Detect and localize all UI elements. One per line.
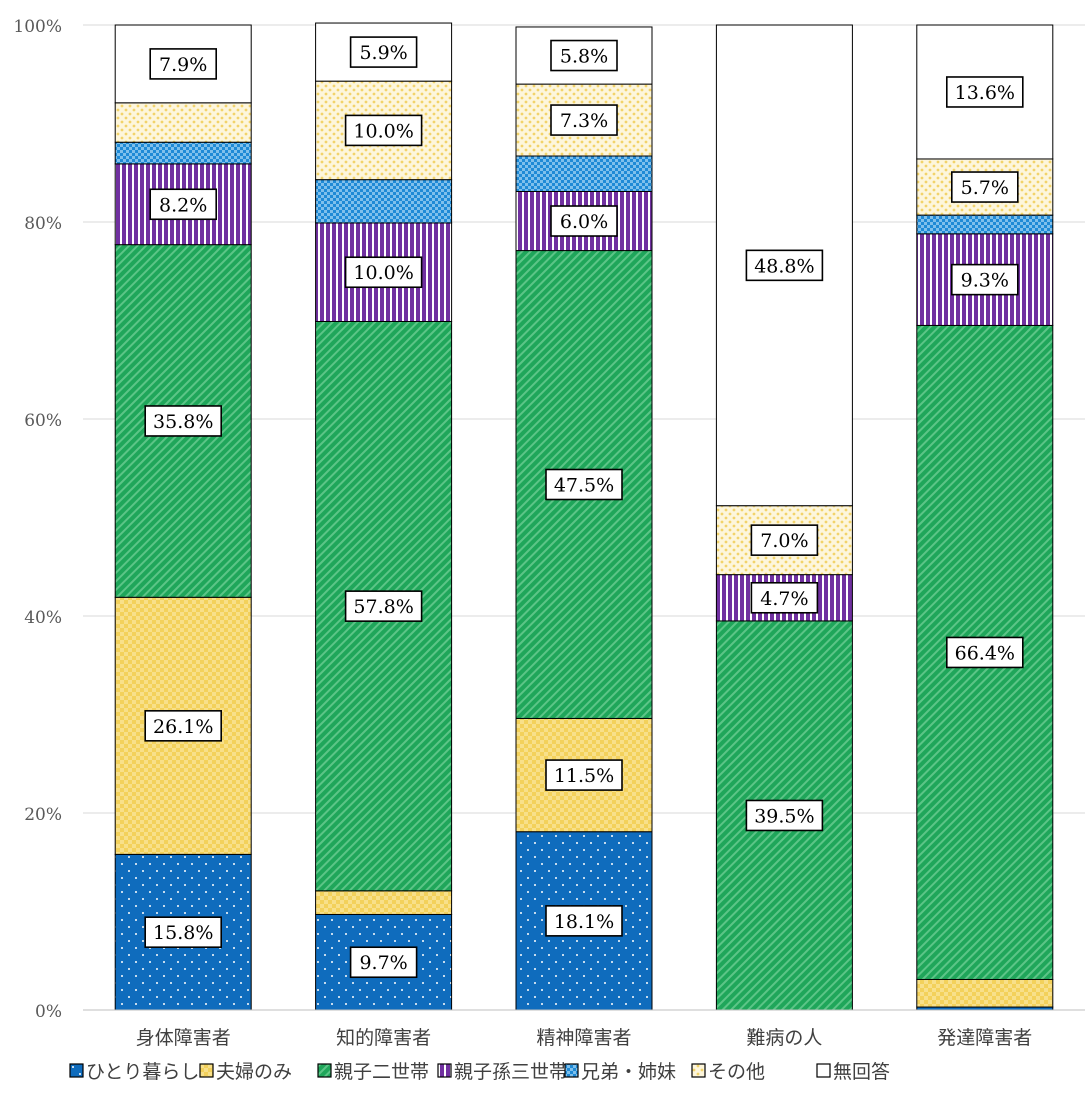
data-label-box bbox=[945, 636, 1024, 669]
x-tick-label: 難病の人 bbox=[746, 1027, 822, 1049]
data-label-box bbox=[950, 263, 1019, 296]
legend-label: ひとり暮らし bbox=[86, 1061, 199, 1083]
data-label: 8.2% bbox=[159, 194, 207, 216]
legend-label: その他 bbox=[708, 1061, 765, 1083]
data-label: 26.1% bbox=[153, 716, 213, 738]
data-label-box bbox=[550, 205, 618, 237]
x-tick-label: 知的障害者 bbox=[336, 1027, 431, 1049]
data-label: 7.0% bbox=[760, 530, 808, 552]
data-label: 7.3% bbox=[560, 110, 608, 132]
legend-swatch bbox=[437, 1063, 452, 1078]
data-label: 47.5% bbox=[554, 475, 614, 497]
legend-swatch bbox=[564, 1063, 579, 1078]
data-label: 66.4% bbox=[955, 642, 1015, 664]
data-label-box bbox=[149, 48, 217, 80]
data-label-box bbox=[349, 946, 418, 979]
data-label-box bbox=[344, 256, 423, 289]
legend-swatch bbox=[199, 1063, 214, 1078]
data-label-box bbox=[545, 468, 623, 501]
data-label: 35.8% bbox=[153, 411, 213, 433]
data-label-box bbox=[545, 905, 623, 937]
data-label: 5.7% bbox=[961, 177, 1009, 199]
data-label-box bbox=[750, 581, 819, 614]
bar-segment bbox=[114, 141, 252, 165]
legend-label: 兄弟・姉妹 bbox=[581, 1061, 676, 1083]
data-label-box bbox=[745, 249, 824, 282]
data-label-box bbox=[945, 76, 1024, 108]
data-label-box bbox=[349, 36, 418, 68]
data-label: 39.5% bbox=[754, 805, 814, 827]
legend-label: 夫婦のみ bbox=[216, 1061, 292, 1083]
data-label-box bbox=[344, 114, 423, 147]
data-label-box bbox=[550, 104, 618, 136]
x-tick-label: 身体障害者 bbox=[136, 1027, 231, 1049]
data-label-box bbox=[745, 799, 824, 832]
legend-label: 親子二世帯 bbox=[334, 1061, 429, 1083]
data-label: 9.7% bbox=[359, 952, 407, 974]
data-label: 11.5% bbox=[554, 765, 614, 787]
data-label-box bbox=[144, 405, 222, 437]
legend-swatch bbox=[691, 1063, 706, 1078]
data-label-box bbox=[550, 39, 618, 72]
data-label: 5.8% bbox=[560, 46, 608, 68]
x-tick-label: 発達障害者 bbox=[937, 1027, 1032, 1049]
data-label: 9.3% bbox=[961, 270, 1009, 292]
data-label: 13.6% bbox=[955, 82, 1015, 104]
data-label-box bbox=[149, 188, 217, 221]
data-label: 48.8% bbox=[754, 255, 814, 277]
data-label: 6.0% bbox=[560, 211, 608, 233]
y-tick-label: 40% bbox=[24, 608, 62, 628]
legend-swatch bbox=[816, 1063, 831, 1078]
data-label-box bbox=[344, 590, 423, 622]
data-label: 4.7% bbox=[760, 588, 808, 610]
data-label: 7.9% bbox=[159, 54, 207, 76]
legend-label: 親子孫三世帯 bbox=[454, 1061, 568, 1083]
y-tick-label: 100% bbox=[13, 17, 62, 37]
data-label-box bbox=[144, 710, 222, 742]
y-tick-label: 80% bbox=[24, 214, 62, 234]
legend-label: 無回答 bbox=[833, 1061, 890, 1083]
bar-segment bbox=[315, 179, 453, 224]
bar-segment bbox=[114, 102, 252, 143]
data-label-box bbox=[545, 759, 623, 791]
data-label: 10.0% bbox=[353, 262, 413, 284]
bar-segment bbox=[515, 155, 653, 192]
data-label-box bbox=[144, 916, 222, 948]
bar-segment bbox=[315, 890, 453, 915]
data-label: 15.8% bbox=[153, 922, 213, 944]
data-label: 57.8% bbox=[353, 596, 413, 618]
legend-swatch bbox=[69, 1063, 84, 1078]
data-label-box bbox=[950, 171, 1019, 203]
bar-segment bbox=[916, 978, 1054, 1008]
data-label: 5.9% bbox=[359, 42, 407, 64]
data-label-box bbox=[750, 524, 819, 556]
bar-segment bbox=[916, 214, 1054, 235]
y-tick-label: 0% bbox=[35, 1002, 62, 1022]
y-tick-label: 20% bbox=[24, 805, 62, 825]
y-tick-label: 60% bbox=[24, 411, 62, 431]
legend-swatch bbox=[317, 1063, 332, 1078]
bar-segment bbox=[715, 505, 853, 576]
data-label: 18.1% bbox=[554, 911, 614, 933]
data-label: 10.0% bbox=[353, 120, 413, 142]
x-tick-label: 精神障害者 bbox=[536, 1027, 631, 1049]
